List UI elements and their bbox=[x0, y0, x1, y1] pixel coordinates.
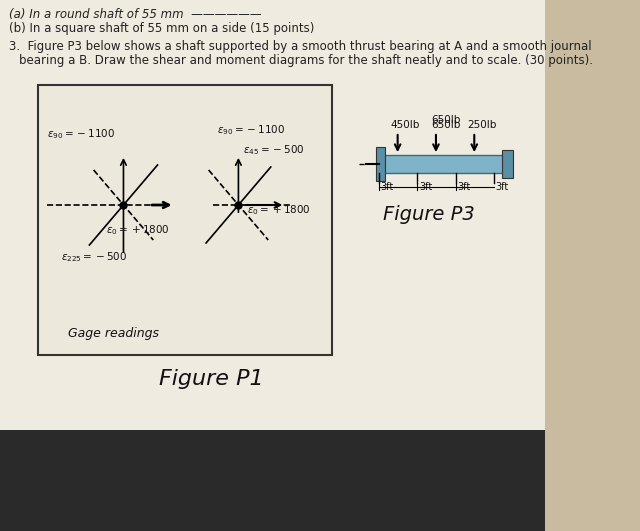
Text: Gage readings: Gage readings bbox=[68, 327, 159, 340]
Bar bbox=[38, 85, 332, 355]
Bar bbox=[45, 93, 339, 363]
Bar bbox=[0, 0, 545, 430]
Text: Figure P3: Figure P3 bbox=[383, 205, 475, 224]
Text: $\varepsilon_{45}=-500$: $\varepsilon_{45}=-500$ bbox=[243, 143, 305, 157]
Text: 3ft: 3ft bbox=[457, 182, 470, 192]
Text: 650lb: 650lb bbox=[432, 120, 461, 130]
Text: 3ft: 3ft bbox=[495, 182, 509, 192]
Text: $\varepsilon_{90}=-1100$: $\varepsilon_{90}=-1100$ bbox=[217, 123, 285, 137]
Text: 250lb: 250lb bbox=[467, 120, 497, 130]
Text: 3ft: 3ft bbox=[419, 182, 432, 192]
Text: 650lb: 650lb bbox=[432, 115, 461, 125]
Bar bbox=[502, 150, 513, 178]
Bar bbox=[379, 155, 511, 173]
Text: $\varepsilon_0=+1800$: $\varepsilon_0=+1800$ bbox=[247, 203, 310, 217]
Text: 3ft: 3ft bbox=[381, 182, 394, 192]
Text: 450lb: 450lb bbox=[391, 120, 420, 130]
Text: $\varepsilon_0=+1800$: $\varepsilon_0=+1800$ bbox=[106, 223, 170, 237]
Text: (a) In a round shaft of 55 mm  ——————: (a) In a round shaft of 55 mm —————— bbox=[8, 8, 261, 21]
Text: (b) In a square shaft of 55 mm on a side (15 points): (b) In a square shaft of 55 mm on a side… bbox=[8, 22, 314, 35]
Text: $\varepsilon_{90}=-1100$: $\varepsilon_{90}=-1100$ bbox=[47, 127, 115, 141]
Text: bearing a B. Draw the shear and moment diagrams for the shaft neatly and to scal: bearing a B. Draw the shear and moment d… bbox=[19, 54, 593, 67]
Text: Figure P1: Figure P1 bbox=[159, 369, 264, 389]
Bar bbox=[0, 430, 545, 531]
Text: 3.  Figure P3 below shows a shaft supported by a smooth thrust bearing at A and : 3. Figure P3 below shows a shaft support… bbox=[8, 40, 591, 53]
Bar bbox=[376, 147, 385, 181]
Text: $\varepsilon_{225}=-500$: $\varepsilon_{225}=-500$ bbox=[61, 250, 127, 264]
